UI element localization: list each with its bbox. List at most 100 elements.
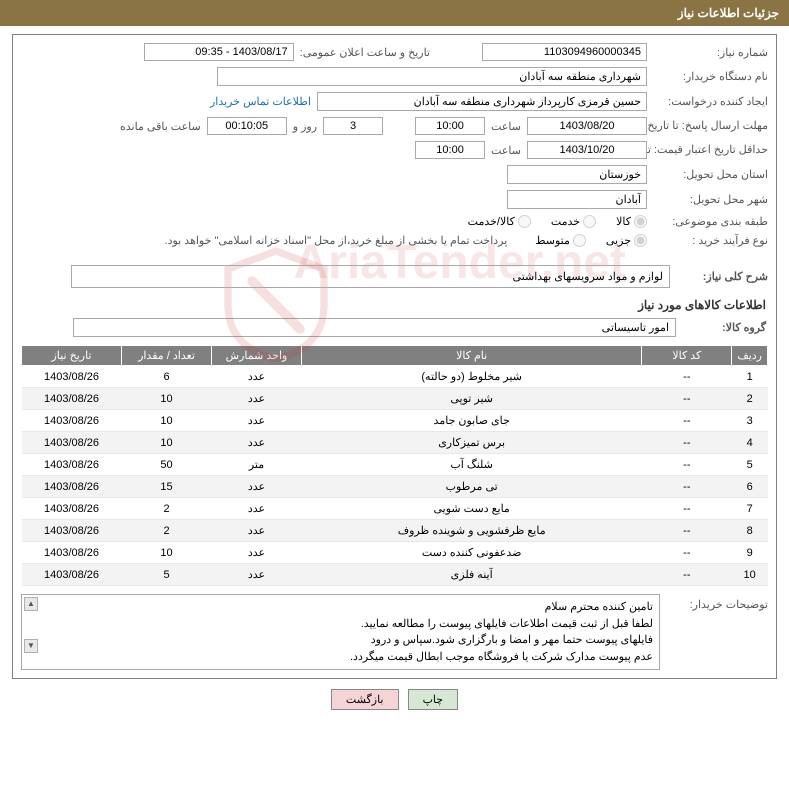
radio-goods-service[interactable]: کالا/خدمت	[468, 215, 531, 228]
back-button[interactable]: بازگشت	[331, 689, 399, 710]
table-cell: متر	[212, 454, 302, 476]
table-cell: مایع ظرفشویی و شوینده ظروف	[302, 520, 642, 542]
table-cell: --	[642, 410, 732, 432]
table-cell: 2	[122, 520, 212, 542]
table-cell: 5	[732, 454, 768, 476]
table-cell: 10	[122, 410, 212, 432]
th-name: نام کالا	[302, 346, 642, 366]
table-row: 8--مایع ظرفشویی و شوینده ظروفعدد21403/08…	[22, 520, 768, 542]
radio-goods[interactable]: کالا	[616, 215, 647, 228]
table-cell: شلنگ آب	[302, 454, 642, 476]
th-date: تاریخ نیاز	[22, 346, 122, 366]
table-cell: 2	[732, 388, 768, 410]
buyer-contact-link[interactable]: اطلاعات تماس خریدار	[210, 95, 311, 108]
table-row: 10--آینه فلزیعدد51403/08/26	[22, 564, 768, 586]
table-cell: 1403/08/26	[22, 564, 122, 586]
deliv-province-label: استان محل تحویل:	[653, 168, 768, 181]
table-cell: --	[642, 388, 732, 410]
table-cell: آینه فلزی	[302, 564, 642, 586]
radio-partial-input[interactable]	[634, 234, 647, 247]
notes-scrollbar: ▲ ▼	[24, 597, 38, 653]
group-value: امور تاسیساتی	[73, 318, 676, 337]
table-cell: 10	[732, 564, 768, 586]
table-cell: شیر توپی	[302, 388, 642, 410]
table-cell: 1403/08/26	[22, 520, 122, 542]
table-cell: ضدعفونی کننده دست	[302, 542, 642, 564]
reply-deadline-time: 10:00	[415, 117, 485, 135]
radio-partial[interactable]: جزیی	[606, 234, 647, 247]
items-section-header: اطلاعات کالاهای مورد نیاز	[23, 298, 766, 312]
scroll-up-icon[interactable]: ▲	[24, 597, 38, 611]
table-cell: --	[642, 520, 732, 542]
requester-label: ایجاد کننده درخواست:	[653, 95, 768, 108]
table-body: 1--شیر مخلوط (دو حالته)عدد61403/08/262--…	[22, 366, 768, 586]
notes-line: عدم پیوست مدارک شرکت یا فروشگاه موجب ابط…	[28, 649, 653, 666]
need-number-value: 1103094960000345	[482, 43, 647, 61]
table-cell: 15	[122, 476, 212, 498]
table-row: 7--مایع دست شوییعدد21403/08/26	[22, 498, 768, 520]
table-cell: 4	[732, 432, 768, 454]
row-buyer-org: نام دستگاه خریدار: شهرداری منطقه سه آباد…	[21, 67, 768, 86]
main-panel: AriaTender.net شماره نیاز: 1103094960000…	[12, 34, 777, 679]
radio-service-input[interactable]	[583, 215, 596, 228]
process-type-label: نوع فرآیند خرید :	[653, 234, 768, 247]
print-button[interactable]: چاپ	[408, 689, 459, 710]
th-unit: واحد شمارش	[212, 346, 302, 366]
radio-medium[interactable]: متوسط	[535, 234, 586, 247]
th-code: کد کالا	[642, 346, 732, 366]
row-city: شهر محل تحویل: آبادان	[21, 190, 768, 209]
th-row: ردیف	[732, 346, 768, 366]
table-cell: شیر مخلوط (دو حالته)	[302, 366, 642, 388]
topic-class-label: طبقه بندی موضوعی:	[653, 215, 768, 228]
table-row: 5--شلنگ آبمتر501403/08/26	[22, 454, 768, 476]
days-and-label: روز و	[293, 120, 317, 133]
payment-note: پرداخت تمام یا بخشی از مبلغ خرید،از محل …	[165, 234, 508, 247]
announce-dt-value: 1403/08/17 - 09:35	[144, 43, 294, 61]
row-notes: توضیحات خریدار: تامین کننده محترم سلاملط…	[21, 594, 768, 670]
table-row: 6--تی مرطوبعدد151403/08/26	[22, 476, 768, 498]
group-label: گروه کالا:	[676, 321, 766, 334]
table-cell: عدد	[212, 564, 302, 586]
requester-value: حسین قرمزی کارپرداز شهرداری منطقه سه آبا…	[317, 92, 647, 111]
table-cell: --	[642, 564, 732, 586]
deliv-city-value: آبادان	[507, 190, 647, 209]
need-desc-value: لوازم و مواد سرویسهای بهداشتی	[71, 265, 670, 288]
need-desc-label: شرح کلی نیاز:	[678, 270, 768, 283]
table-cell: 1403/08/26	[22, 498, 122, 520]
radio-medium-input[interactable]	[573, 234, 586, 247]
table-cell: --	[642, 476, 732, 498]
row-price-validity: حداقل تاریخ اعتبار قیمت: تا تاریخ: 1403/…	[21, 141, 768, 159]
table-cell: 1403/08/26	[22, 432, 122, 454]
notes-label: توضیحات خریدار:	[668, 594, 768, 670]
buyer-org-label: نام دستگاه خریدار:	[653, 70, 768, 83]
th-qty: تعداد / مقدار	[122, 346, 212, 366]
notes-line: لطفا قبل از ثبت قیمت اطلاعات فایلهای پیو…	[28, 616, 653, 633]
deliv-city-label: شهر محل تحویل:	[653, 193, 768, 206]
radio-service[interactable]: خدمت	[551, 215, 596, 228]
table-cell: عدد	[212, 388, 302, 410]
notes-content: تامین کننده محترم سلاملطفا قبل از ثبت قی…	[28, 599, 653, 665]
table-cell: تی مرطوب	[302, 476, 642, 498]
table-cell: عدد	[212, 432, 302, 454]
radio-goods-label: کالا	[616, 215, 631, 228]
price-validity-time: 10:00	[415, 141, 485, 159]
radio-goods-service-input[interactable]	[518, 215, 531, 228]
hour-label-2: ساعت	[491, 144, 521, 157]
table-cell: عدد	[212, 520, 302, 542]
row-group: گروه کالا: امور تاسیساتی	[23, 318, 766, 337]
table-cell: جای صابون جامد	[302, 410, 642, 432]
row-process-type: نوع فرآیند خرید : جزیی متوسط پرداخت تمام…	[21, 234, 768, 247]
scroll-down-icon[interactable]: ▼	[24, 639, 38, 653]
hour-label-1: ساعت	[491, 120, 521, 133]
radio-partial-label: جزیی	[606, 234, 631, 247]
table-cell: 6	[732, 476, 768, 498]
table-cell: 2	[122, 498, 212, 520]
radio-goods-input[interactable]	[634, 215, 647, 228]
reply-deadline-label: مهلت ارسال پاسخ: تا تاریخ:	[653, 119, 768, 133]
notes-box: تامین کننده محترم سلاملطفا قبل از ثبت قی…	[21, 594, 660, 670]
notes-line: فایلهای پیوست حتما مهر و امضا و بارگزاری…	[28, 632, 653, 649]
price-validity-label: حداقل تاریخ اعتبار قیمت: تا تاریخ:	[653, 143, 768, 157]
table-row: 3--جای صابون جامدعدد101403/08/26	[22, 410, 768, 432]
table-cell: --	[642, 366, 732, 388]
table-cell: 5	[122, 564, 212, 586]
